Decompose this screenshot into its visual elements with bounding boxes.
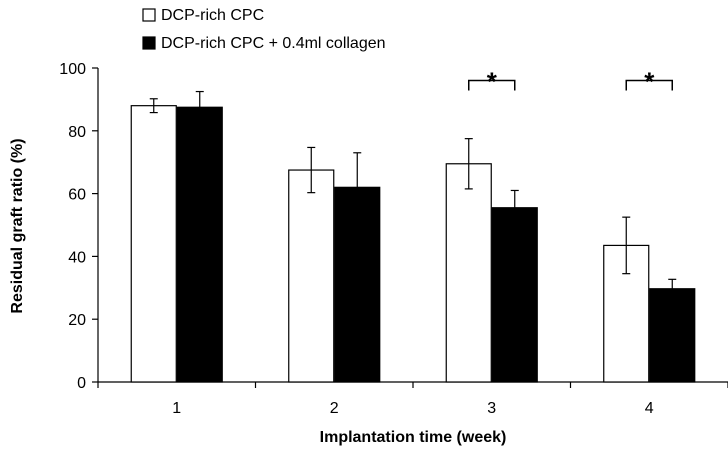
significance-bracket	[468, 79, 516, 91]
significance-marker: *	[487, 67, 498, 97]
bar-dcp-rich-cpc-collagen	[649, 288, 696, 383]
x-tick-label: 4	[645, 400, 654, 417]
legend: DCP-rich CPC DCP-rich CPC + 0.4ml collag…	[142, 7, 386, 52]
y-tick-label: 60	[68, 187, 86, 204]
legend-swatch-dcp-rich-cpc	[142, 8, 156, 22]
bar-dcp-rich-cpc-collagen	[176, 106, 223, 383]
y-tick-label: 20	[68, 312, 86, 329]
x-tick-label: 3	[487, 400, 496, 417]
legend-swatch-dcp-rich-cpc-collagen	[142, 36, 156, 50]
bar-dcp-rich-cpc	[445, 163, 492, 383]
bar-dcp-rich-cpc	[288, 169, 335, 383]
significance-bracket	[625, 79, 673, 91]
y-axis-title: Residual graft ratio (%)	[9, 138, 26, 313]
significance-marker: *	[644, 67, 655, 97]
x-axis-title: Implantation time (week)	[320, 429, 507, 446]
y-tick-label: 100	[59, 61, 86, 78]
bar-dcp-rich-cpc	[130, 105, 177, 383]
y-tick-label: 0	[77, 375, 86, 392]
y-tick-label: 80	[68, 124, 86, 141]
plot-area: 0 20 40 60 80 100 1 2 3 4 * *	[59, 61, 728, 417]
x-tick-label: 1	[172, 400, 181, 417]
bar-dcp-rich-cpc-collagen	[491, 207, 538, 383]
legend-label-dcp-rich-cpc: DCP-rich CPC	[161, 7, 264, 24]
bar-dcp-rich-cpc-collagen	[334, 186, 381, 383]
y-tick-label: 40	[68, 249, 86, 266]
x-tick-label: 2	[330, 400, 339, 417]
legend-label-dcp-rich-cpc-collagen: DCP-rich CPC + 0.4ml collagen	[161, 35, 386, 52]
